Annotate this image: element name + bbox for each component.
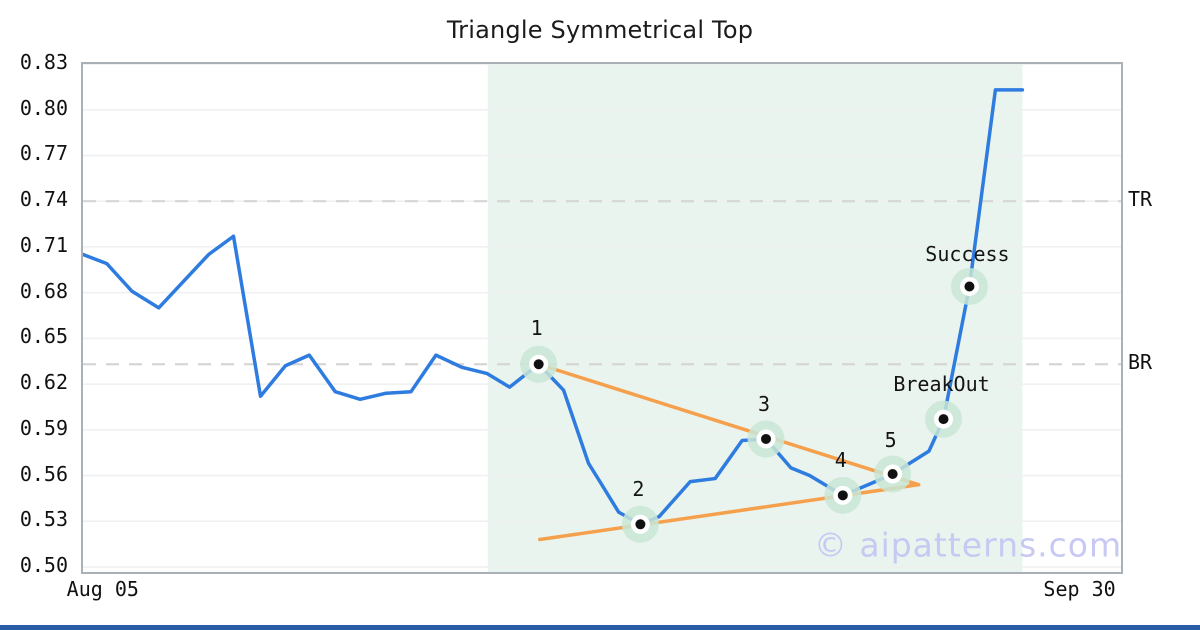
y-tick-label: 0.68 <box>19 278 68 303</box>
x-tick-label: Sep 30 <box>1043 577 1116 601</box>
marker-label-5: 5 <box>884 427 897 452</box>
y-tick-label: 0.65 <box>19 324 68 349</box>
watermark: © aipatterns.com <box>813 525 1123 565</box>
y-tick-label: 0.80 <box>19 95 68 120</box>
level-label-tr: TR <box>1128 187 1153 212</box>
y-tick-label: 0.56 <box>19 461 68 486</box>
y-tick-label: 0.53 <box>19 507 68 532</box>
price-line <box>83 88 1025 527</box>
marker-label-1: 1 <box>530 316 543 341</box>
bottom-accent-bar <box>0 625 1200 630</box>
y-tick-label: 0.74 <box>19 187 68 212</box>
marker-dot <box>837 490 848 501</box>
marker-label-success: Success <box>925 241 1010 266</box>
y-tick-label: 0.83 <box>19 50 68 74</box>
chart-canvas <box>83 64 1121 572</box>
y-tick-label: 0.62 <box>19 370 68 395</box>
marker-dot <box>533 359 544 370</box>
marker-dot <box>938 414 949 425</box>
marker-label-breakout: BreakOut <box>893 372 990 397</box>
y-tick-label: 0.59 <box>19 415 68 440</box>
marker-label-4: 4 <box>834 448 847 473</box>
upper-trendline <box>536 362 921 487</box>
y-tick-label: 0.50 <box>19 552 68 577</box>
chart-title: Triangle Symmetrical Top <box>446 16 754 44</box>
marker-dot <box>761 433 772 444</box>
marker-dot <box>887 468 898 479</box>
x-tick-label: Aug 05 <box>66 577 139 601</box>
pattern-zone <box>487 64 1023 572</box>
marker-dot <box>964 281 975 292</box>
y-tick-label: 0.71 <box>19 232 68 257</box>
y-tick-label: 0.77 <box>19 141 68 166</box>
plot-area <box>81 62 1123 574</box>
marker-label-2: 2 <box>632 477 645 502</box>
level-label-br: BR <box>1128 350 1153 375</box>
marker-label-3: 3 <box>757 391 771 416</box>
marker-dot <box>635 519 646 530</box>
